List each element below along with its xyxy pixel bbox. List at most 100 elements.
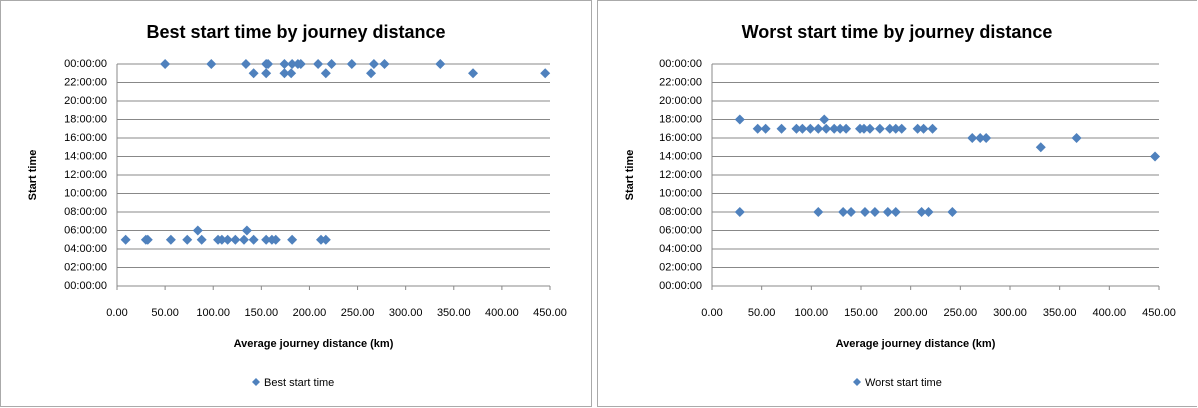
legend-label: Worst start time	[865, 377, 942, 389]
point	[776, 123, 787, 134]
x-tick-label: 250.00	[944, 307, 978, 319]
point	[313, 59, 324, 69]
point	[366, 68, 377, 79]
point	[346, 59, 357, 69]
x-tick-label: 150.00	[245, 307, 279, 319]
point	[821, 123, 832, 134]
point	[967, 133, 978, 143]
y-tick-label: 22:00:00	[659, 76, 702, 88]
point	[279, 68, 290, 79]
point	[320, 68, 331, 79]
y-tick-label: 14:00:00	[64, 150, 107, 162]
point	[947, 207, 958, 217]
point	[142, 234, 153, 245]
point	[882, 207, 893, 217]
point	[326, 59, 337, 69]
x-tick-label: 300.00	[993, 307, 1027, 319]
point	[287, 59, 298, 69]
point	[263, 59, 274, 69]
point	[241, 225, 252, 236]
point	[846, 207, 857, 217]
point	[981, 133, 992, 143]
y-tick-label: 00:00:00	[64, 58, 107, 70]
point	[813, 123, 824, 134]
point	[835, 123, 846, 134]
chart-title: Worst start time by journey distance	[742, 22, 1053, 42]
point	[230, 234, 241, 245]
legend-marker	[252, 378, 260, 386]
point	[196, 234, 207, 245]
point	[927, 123, 938, 134]
x-tick-label: 50.00	[151, 307, 179, 319]
y-tick-label: 22:00:00	[64, 76, 107, 88]
chart-title: Best start time by journey distance	[146, 22, 445, 42]
point	[192, 225, 203, 236]
point	[829, 123, 840, 134]
chart-border	[597, 0, 1197, 407]
x-tick-label: 350.00	[1043, 307, 1077, 319]
point	[864, 123, 875, 134]
point	[286, 68, 297, 79]
point	[841, 123, 852, 134]
x-axis-title: Average journey distance (km)	[836, 338, 996, 350]
point	[206, 59, 217, 69]
y-tick-label: 20:00:00	[659, 95, 702, 107]
point	[261, 68, 272, 79]
y-tick-label: 00:00:00	[659, 280, 702, 292]
point	[760, 123, 771, 134]
point	[734, 207, 745, 217]
legend-label: Best start time	[264, 377, 334, 389]
point	[797, 123, 808, 134]
point	[1035, 142, 1046, 153]
x-tick-label: 200.00	[293, 307, 327, 319]
point	[261, 234, 272, 245]
y-axis-title: Start time	[624, 150, 636, 201]
y-tick-label: 16:00:00	[64, 132, 107, 144]
point	[923, 207, 934, 217]
point	[379, 59, 390, 69]
point	[918, 123, 929, 134]
y-tick-label: 10:00:00	[64, 187, 107, 199]
x-tick-label: 300.00	[389, 307, 423, 319]
point	[791, 123, 802, 134]
point	[216, 234, 227, 245]
point	[1071, 133, 1082, 143]
x-tick-label: 200.00	[894, 307, 928, 319]
point	[813, 207, 824, 217]
x-tick-label: 250.00	[341, 307, 375, 319]
point	[160, 59, 171, 69]
y-tick-label: 02:00:00	[659, 261, 702, 273]
point	[295, 59, 306, 69]
legend-marker	[853, 378, 861, 386]
point	[248, 68, 259, 79]
y-tick-label: 06:00:00	[64, 224, 107, 236]
y-tick-label: 04:00:00	[64, 243, 107, 255]
point	[320, 234, 331, 245]
x-tick-label: 0.00	[106, 307, 127, 319]
point	[890, 207, 901, 217]
point	[287, 234, 298, 245]
chart: Worst start time by journey distance 00:0…	[597, 0, 1197, 407]
x-tick-label: 150.00	[844, 307, 878, 319]
point	[884, 123, 895, 134]
point	[182, 234, 193, 245]
point	[120, 234, 131, 245]
point	[838, 207, 849, 217]
x-axis-title: Average journey distance (km)	[234, 338, 394, 350]
x-tick-label: 400.00	[485, 307, 519, 319]
point	[270, 234, 281, 245]
x-tick-label: 100.00	[196, 307, 230, 319]
y-tick-label: 14:00:00	[659, 150, 702, 162]
y-tick-label: 02:00:00	[64, 261, 107, 273]
point	[279, 59, 290, 69]
chart-border	[0, 0, 592, 407]
y-axis-title: Start time	[27, 150, 39, 201]
point	[222, 234, 233, 245]
y-tick-label: 06:00:00	[659, 224, 702, 236]
y-tick-label: 00:00:00	[64, 280, 107, 292]
y-tick-label: 08:00:00	[659, 206, 702, 218]
point	[540, 68, 551, 79]
point	[858, 123, 869, 134]
x-tick-label: 350.00	[437, 307, 471, 319]
